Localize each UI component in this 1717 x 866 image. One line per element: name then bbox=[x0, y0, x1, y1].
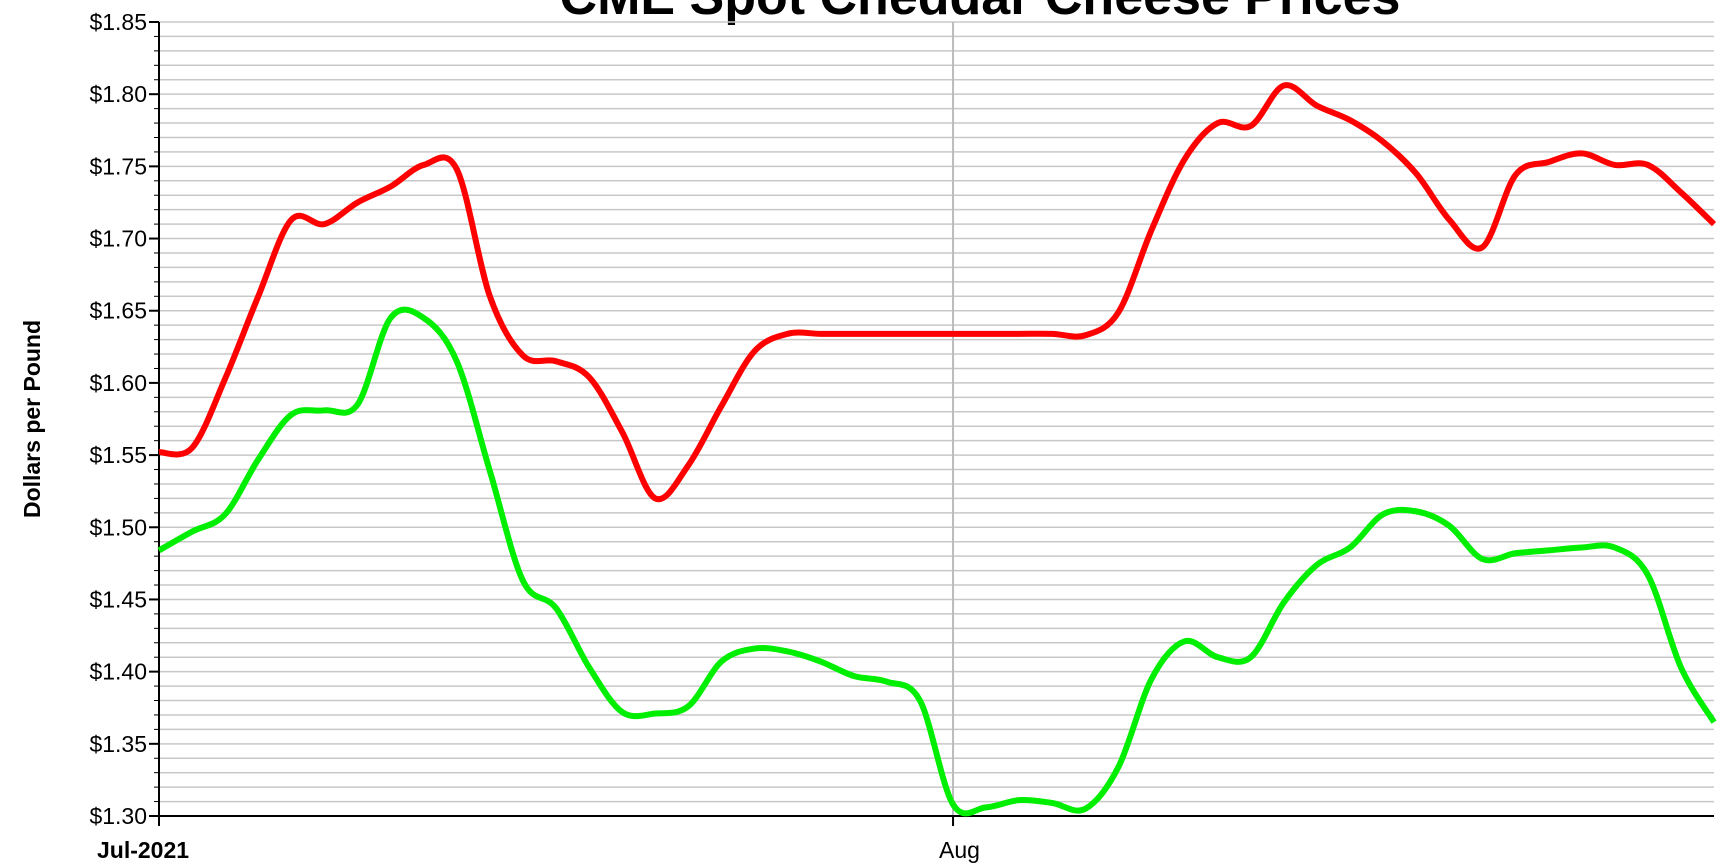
x-tick-label: Aug bbox=[939, 837, 980, 863]
y-axis-label: Dollars per Pound bbox=[19, 320, 45, 518]
x-tick-label: Jul-2021 bbox=[97, 837, 189, 863]
y-tick-label: $1.65 bbox=[89, 298, 147, 324]
y-tick-label: $1.80 bbox=[89, 81, 147, 107]
y-tick-label: $1.75 bbox=[89, 153, 147, 179]
y-tick-label: $1.60 bbox=[89, 370, 147, 396]
y-tick-label: $1.70 bbox=[89, 226, 147, 252]
y-tick-label: $1.55 bbox=[89, 442, 147, 468]
line-series bbox=[157, 306, 1717, 817]
y-tick-label: $1.50 bbox=[89, 514, 147, 540]
line-series bbox=[158, 82, 1717, 503]
y-tick-label: $1.85 bbox=[89, 9, 147, 35]
y-tick-label: $1.40 bbox=[89, 659, 147, 685]
y-tick-label: $1.35 bbox=[89, 731, 147, 757]
y-tick-label: $1.45 bbox=[89, 586, 147, 612]
y-tick-label: $1.30 bbox=[89, 803, 147, 829]
